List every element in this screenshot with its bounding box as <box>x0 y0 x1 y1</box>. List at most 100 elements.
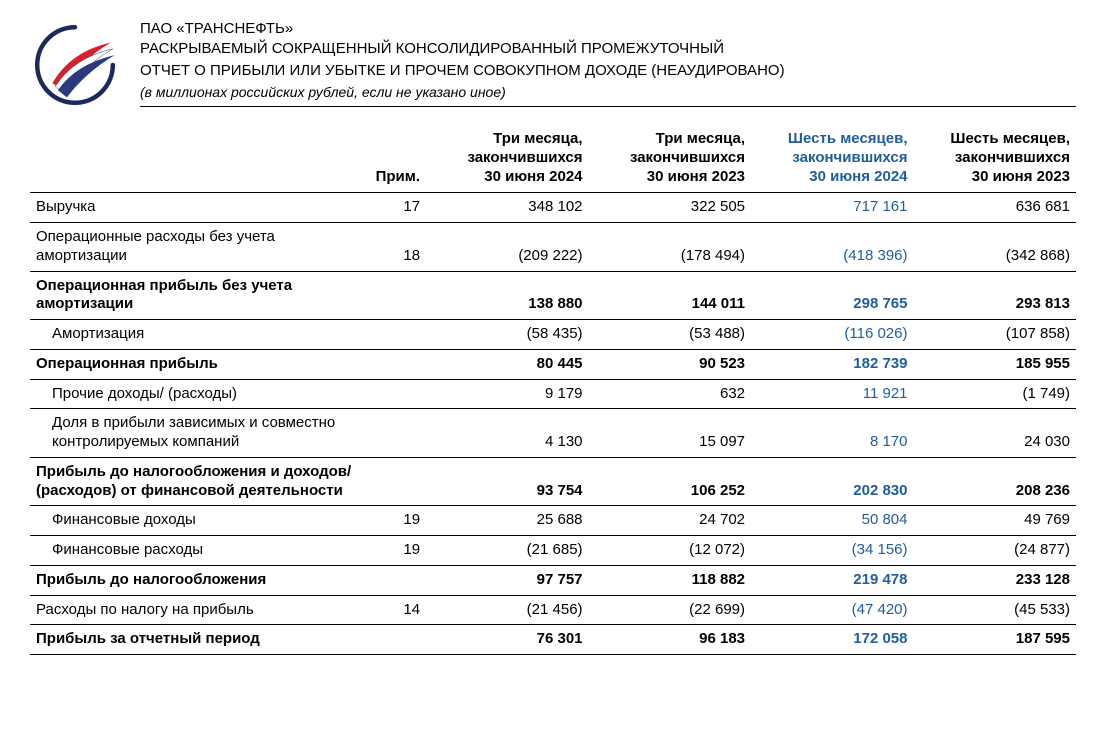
row-label: Операционная прибыль <box>30 349 365 379</box>
table-row: Операционные расходы без учета амортизац… <box>30 223 1076 272</box>
row-note <box>365 565 426 595</box>
report-title-line2: ОТЧЕТ О ПРИБЫЛИ ИЛИ УБЫТКЕ И ПРОЧЕМ СОВО… <box>140 61 1076 81</box>
cell-h6_2023: 187 595 <box>914 625 1077 655</box>
row-label: Финансовые доходы <box>30 506 365 536</box>
table-header-row: Прим. Три месяца, закончившихся 30 июня … <box>30 122 1076 193</box>
company-name: ПАО «ТРАНСНЕФТЬ» <box>140 20 1076 37</box>
cell-h6_2023: (45 533) <box>914 595 1077 625</box>
cell-h6_2024: (116 026) <box>751 320 913 350</box>
report-title-line1: РАСКРЫВАЕМЫЙ СОКРАЩЕННЫЙ КОНСОЛИДИРОВАНН… <box>140 39 1076 59</box>
cell-q3_2024: 25 688 <box>426 506 588 536</box>
cell-q3_2024: (58 435) <box>426 320 588 350</box>
cell-h6_2024: 8 170 <box>751 409 913 458</box>
cell-q3_2024: 76 301 <box>426 625 588 655</box>
table-row: Операционная прибыль 80 44590 523182 7391… <box>30 349 1076 379</box>
cell-h6_2023: 233 128 <box>914 565 1077 595</box>
row-label: Выручка <box>30 193 365 223</box>
cell-q3_2023: (178 494) <box>589 223 751 272</box>
row-note <box>365 625 426 655</box>
company-logo <box>30 20 120 110</box>
income-statement-table: Прим. Три месяца, закончившихся 30 июня … <box>30 122 1076 655</box>
cell-q3_2024: (209 222) <box>426 223 588 272</box>
cell-q3_2023: 106 252 <box>589 457 751 506</box>
cell-q3_2023: (53 488) <box>589 320 751 350</box>
cell-q3_2024: 4 130 <box>426 409 588 458</box>
table-row: Прочие доходы/ (расходы) 9 17963211 921(1… <box>30 379 1076 409</box>
cell-q3_2023: (12 072) <box>589 536 751 566</box>
row-label: Операционная прибыль без учета амортизац… <box>30 271 365 320</box>
cell-q3_2023: 96 183 <box>589 625 751 655</box>
cell-h6_2024: 182 739 <box>751 349 913 379</box>
cell-h6_2023: 293 813 <box>914 271 1077 320</box>
table-row: Амортизация (58 435)(53 488)(116 026)(107… <box>30 320 1076 350</box>
cell-q3_2023: 90 523 <box>589 349 751 379</box>
cell-q3_2023: 118 882 <box>589 565 751 595</box>
table-row: Выручка17348 102322 505717 161636 681 <box>30 193 1076 223</box>
row-note <box>365 457 426 506</box>
table-row: Доля в прибыли зависимых и совместно кон… <box>30 409 1076 458</box>
row-label: Расходы по налогу на прибыль <box>30 595 365 625</box>
row-label: Прибыль до налогообложения <box>30 565 365 595</box>
table-row: Финансовые расходы19(21 685)(12 072)(34 … <box>30 536 1076 566</box>
report-subtitle: (в миллионах российских рублей, если не … <box>140 84 1076 100</box>
table-row: Операционная прибыль без учета амортизац… <box>30 271 1076 320</box>
row-label: Прочие доходы/ (расходы) <box>30 379 365 409</box>
col-header-q3-2024: Три месяца, закончившихся 30 июня 2024 <box>426 122 588 193</box>
cell-h6_2024: 11 921 <box>751 379 913 409</box>
cell-q3_2023: 632 <box>589 379 751 409</box>
cell-h6_2023: (342 868) <box>914 223 1077 272</box>
col-header-q3-2023: Три месяца, закончившихся 30 июня 2023 <box>589 122 751 193</box>
row-note: 18 <box>365 223 426 272</box>
cell-q3_2023: (22 699) <box>589 595 751 625</box>
cell-q3_2024: (21 456) <box>426 595 588 625</box>
col-header-h6-2023: Шесть месяцев, закончившихся 30 июня 202… <box>914 122 1077 193</box>
table-row: Прибыль до налогообложения97 757118 8822… <box>30 565 1076 595</box>
row-label: Прибыль за отчетный период <box>30 625 365 655</box>
row-label: Операционные расходы без учета амортизац… <box>30 223 365 272</box>
row-label: Финансовые расходы <box>30 536 365 566</box>
table-row: Прибыль за отчетный период 76 30196 18317… <box>30 625 1076 655</box>
cell-h6_2023: 185 955 <box>914 349 1077 379</box>
cell-q3_2023: 15 097 <box>589 409 751 458</box>
cell-q3_2024: 9 179 <box>426 379 588 409</box>
cell-q3_2024: 97 757 <box>426 565 588 595</box>
cell-h6_2024: (47 420) <box>751 595 913 625</box>
row-note <box>365 271 426 320</box>
header-text-block: ПАО «ТРАНСНЕФТЬ» РАСКРЫВАЕМЫЙ СОКРАЩЕННЫ… <box>140 20 1076 107</box>
cell-h6_2024: (418 396) <box>751 223 913 272</box>
cell-q3_2024: 93 754 <box>426 457 588 506</box>
cell-h6_2024: 717 161 <box>751 193 913 223</box>
cell-h6_2024: 202 830 <box>751 457 913 506</box>
cell-h6_2023: (1 749) <box>914 379 1077 409</box>
col-header-h6-2024: Шесть месяцев, закончившихся 30 июня 202… <box>751 122 913 193</box>
cell-q3_2023: 24 702 <box>589 506 751 536</box>
row-note: 14 <box>365 595 426 625</box>
cell-h6_2023: 636 681 <box>914 193 1077 223</box>
cell-q3_2024: 348 102 <box>426 193 588 223</box>
table-row: Финансовые доходы1925 68824 70250 80449 … <box>30 506 1076 536</box>
cell-h6_2023: (107 858) <box>914 320 1077 350</box>
cell-q3_2023: 322 505 <box>589 193 751 223</box>
row-note: 19 <box>365 536 426 566</box>
row-note: 17 <box>365 193 426 223</box>
cell-h6_2024: 298 765 <box>751 271 913 320</box>
row-note: 19 <box>365 506 426 536</box>
row-label: Амортизация <box>30 320 365 350</box>
row-note <box>365 349 426 379</box>
table-row: Прибыль до налогообложения и доходов/ (р… <box>30 457 1076 506</box>
cell-h6_2024: 50 804 <box>751 506 913 536</box>
cell-h6_2023: 49 769 <box>914 506 1077 536</box>
cell-q3_2024: 138 880 <box>426 271 588 320</box>
cell-q3_2023: 144 011 <box>589 271 751 320</box>
cell-q3_2024: 80 445 <box>426 349 588 379</box>
cell-h6_2023: 208 236 <box>914 457 1077 506</box>
cell-h6_2023: (24 877) <box>914 536 1077 566</box>
cell-q3_2024: (21 685) <box>426 536 588 566</box>
row-label: Прибыль до налогообложения и доходов/ (р… <box>30 457 365 506</box>
cell-h6_2024: 172 058 <box>751 625 913 655</box>
table-row: Расходы по налогу на прибыль14(21 456)(2… <box>30 595 1076 625</box>
cell-h6_2024: (34 156) <box>751 536 913 566</box>
cell-h6_2024: 219 478 <box>751 565 913 595</box>
cell-h6_2023: 24 030 <box>914 409 1077 458</box>
header-divider <box>140 106 1076 107</box>
